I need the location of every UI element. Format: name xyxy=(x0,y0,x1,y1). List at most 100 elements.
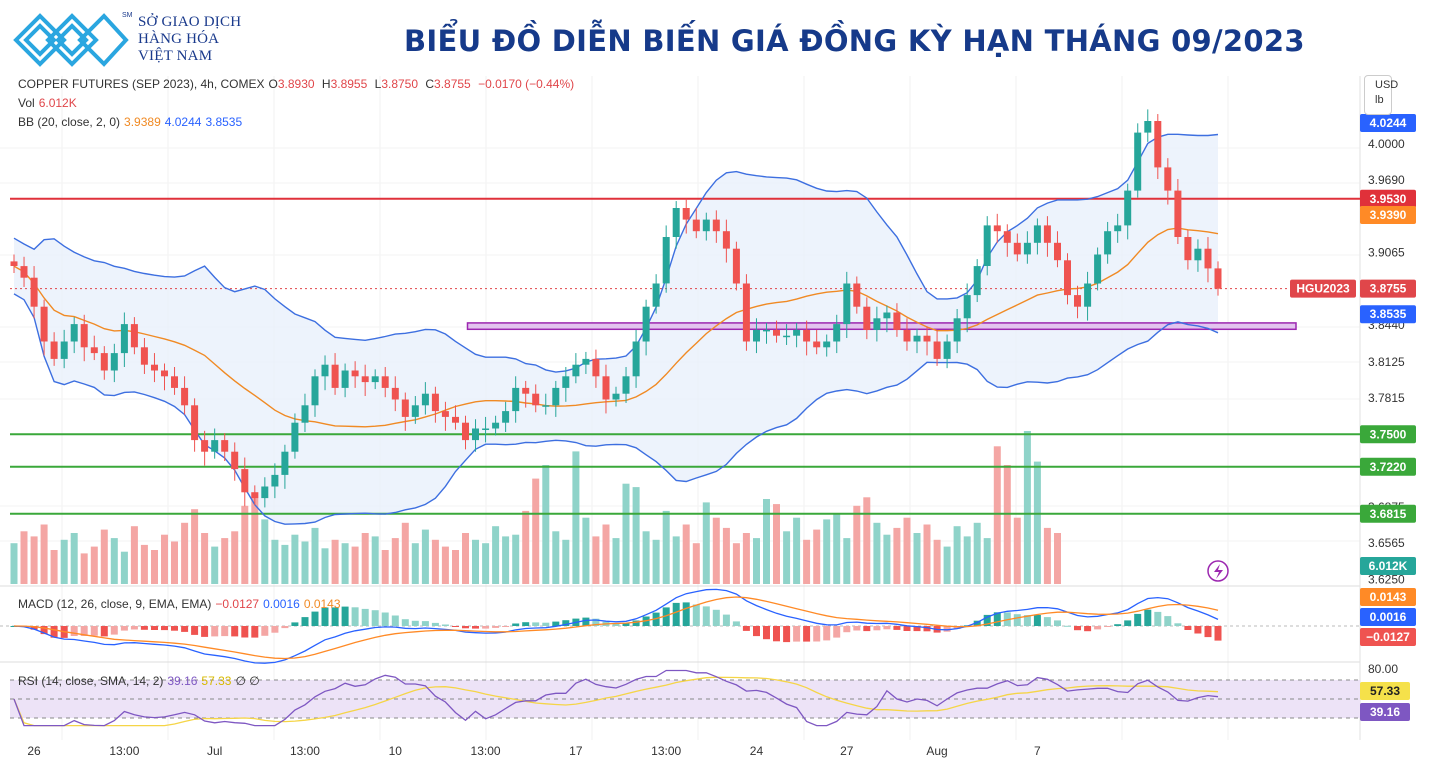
macd-histogram-bar xyxy=(763,626,770,640)
macd-histogram-bar xyxy=(331,607,339,626)
candle-body xyxy=(130,324,138,348)
bb-basis-value: 3.9389 xyxy=(124,115,161,129)
macd-histogram-bar xyxy=(712,609,720,626)
candle-body xyxy=(321,364,329,377)
macd-histogram-bar xyxy=(140,626,148,630)
macd-histogram-bar xyxy=(80,626,88,636)
candle-body xyxy=(251,492,259,499)
volume-bar xyxy=(431,539,439,584)
macd-histogram-bar xyxy=(1064,625,1071,627)
main-legend: COPPER FUTURES (SEP 2023), 4h, COMEX O3.8… xyxy=(18,77,578,91)
volume-bar xyxy=(502,536,510,584)
candle-body xyxy=(813,341,821,348)
candle-body xyxy=(732,248,740,284)
low-value: 3.8750 xyxy=(381,77,419,91)
volume-bar xyxy=(512,534,520,584)
bb_upper-price-tag: 4.0244 xyxy=(1370,116,1407,130)
volume-bar xyxy=(472,539,479,584)
macd-histogram-bar xyxy=(953,626,961,629)
macd-histogram-bar xyxy=(1174,623,1182,626)
low-label: L xyxy=(374,77,382,91)
macd-histogram-bar xyxy=(151,626,158,630)
macd-signal-tag-bg xyxy=(1360,588,1416,606)
open-value: 3.8930 xyxy=(277,77,315,91)
support-price-tag-bg xyxy=(1360,457,1416,476)
volume-bar xyxy=(873,522,881,584)
bb_lower-price-tag: 3.8535 xyxy=(1370,307,1407,321)
macd-histogram-bar xyxy=(582,617,590,626)
macd-histogram-bar xyxy=(311,611,319,626)
macd-histogram-bar xyxy=(421,621,429,626)
candle-body xyxy=(261,486,269,499)
macd-pane xyxy=(0,588,1360,664)
macd-histogram-bar xyxy=(753,626,760,637)
volume-bar xyxy=(532,478,540,584)
volume-bar xyxy=(271,539,279,584)
candlesticks xyxy=(10,109,1222,508)
price-chart[interactable]: 4.00003.96903.90653.84403.81253.78153.68… xyxy=(0,76,1430,766)
bb-label: BB (20, close, 2, 0) xyxy=(18,115,121,129)
volume-price-tag-bg xyxy=(1360,557,1416,575)
time-axis-label: 10 xyxy=(389,744,403,758)
volume-bar xyxy=(321,548,329,584)
volume-bar xyxy=(702,502,710,584)
candle-body xyxy=(482,428,490,430)
volume-bar xyxy=(482,543,490,584)
volume-bar xyxy=(522,510,530,584)
macd-line-tag-bg xyxy=(1360,608,1416,626)
macd-histogram-bar xyxy=(943,626,951,632)
candle-body xyxy=(773,329,780,336)
macd-histogram-bar xyxy=(923,626,931,632)
volume-bar xyxy=(301,541,309,584)
candle-body xyxy=(953,318,961,342)
macd-histogram-bar xyxy=(191,626,199,635)
candle-body xyxy=(492,422,500,429)
volume-bar xyxy=(151,550,158,584)
time-axis-label: 26 xyxy=(27,744,41,758)
candle-body xyxy=(1043,225,1051,243)
volume-bar xyxy=(572,451,580,584)
volume-bar xyxy=(60,539,68,584)
macd-histogram-bar xyxy=(1184,626,1192,630)
volume-bar xyxy=(803,539,811,584)
candle-body xyxy=(291,422,299,452)
volume-bar xyxy=(10,543,18,584)
candle-body xyxy=(110,353,118,371)
time-axis-label: 13:00 xyxy=(651,744,681,758)
volume-bar xyxy=(1003,465,1011,584)
volume-bar xyxy=(933,539,941,584)
candle-body xyxy=(30,277,38,307)
candle-body xyxy=(70,324,78,342)
candle-body xyxy=(522,387,530,394)
currency-unit-button[interactable]: USD lb xyxy=(1364,75,1398,115)
macd-histogram-bar xyxy=(702,606,710,626)
symbol-tag-bg xyxy=(1290,279,1356,298)
price-axis-tick: 3.8125 xyxy=(1368,355,1405,369)
time-axis-label: 13:00 xyxy=(471,744,501,758)
macd-histogram-bar xyxy=(853,626,861,631)
candle-body xyxy=(542,405,550,407)
candle-body xyxy=(572,364,580,377)
candle-body xyxy=(883,312,891,319)
symbol-tag: HGU2023 xyxy=(1296,282,1350,296)
volume-bar xyxy=(1043,527,1051,584)
macd-histogram-bar xyxy=(562,620,570,626)
candle-body xyxy=(1033,225,1041,243)
high-label: H xyxy=(321,77,331,91)
macd-histogram-bar xyxy=(813,626,821,642)
candle-body xyxy=(712,219,720,232)
volume-bar xyxy=(712,517,720,584)
bb_lower-price-tag-bg xyxy=(1360,305,1416,324)
volume-bar xyxy=(903,517,911,584)
macd-histogram-bar xyxy=(411,620,419,626)
candle-body xyxy=(241,469,249,493)
candle-body xyxy=(431,393,439,412)
volume-bar xyxy=(542,465,550,584)
price-axis-tick: 3.9065 xyxy=(1368,246,1405,260)
macd-histogram-bar xyxy=(552,621,560,626)
time-axis-label: 17 xyxy=(569,744,583,758)
candle-body xyxy=(1013,242,1021,255)
candle-body xyxy=(201,440,209,452)
macd-histogram-bar xyxy=(913,626,921,632)
candle-body xyxy=(1214,268,1222,289)
